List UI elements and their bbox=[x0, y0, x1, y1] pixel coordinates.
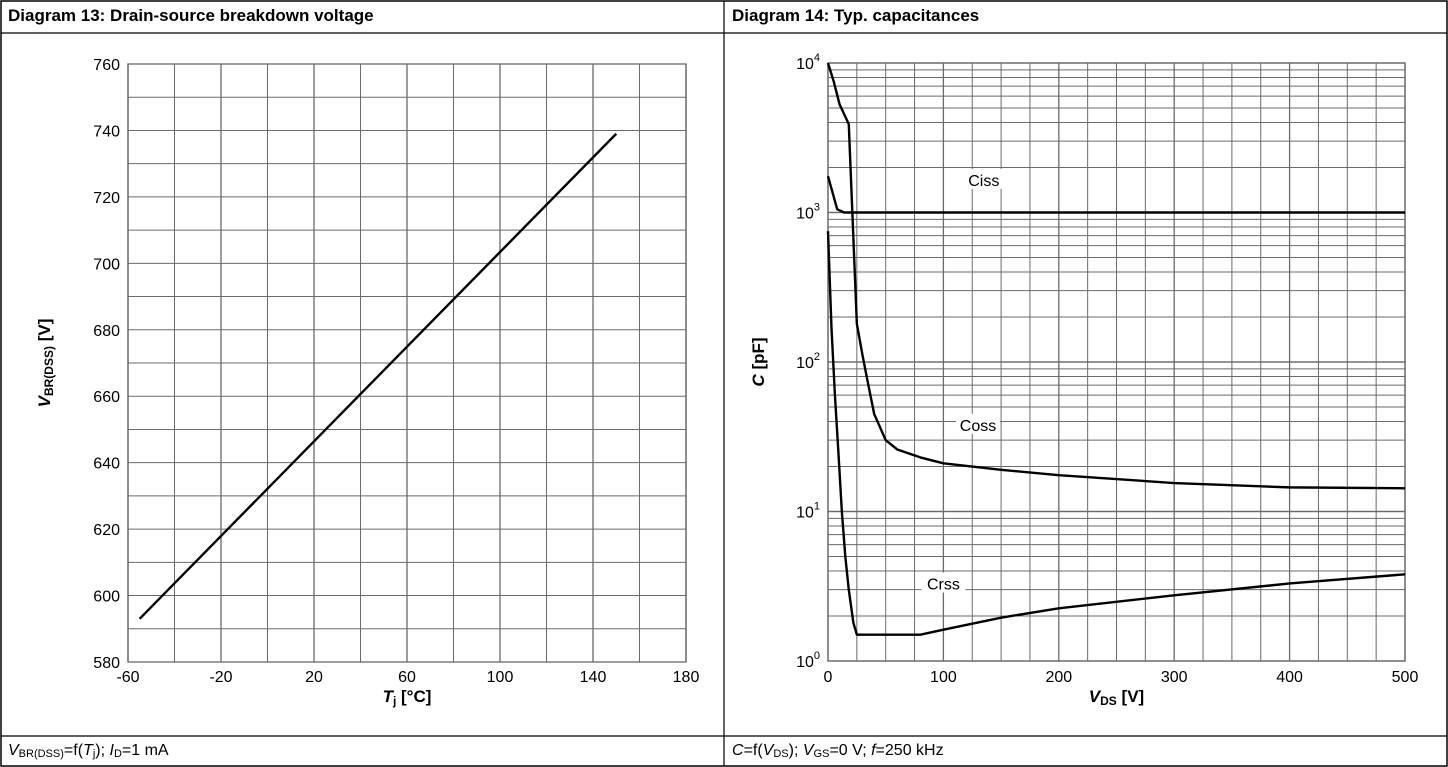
footer-symbol: I bbox=[109, 742, 114, 759]
y-tick-label: 104 bbox=[796, 52, 820, 73]
y-tick-label: 760 bbox=[93, 57, 120, 74]
footer-text: ); bbox=[788, 742, 803, 759]
diagram-14-conditions: C=f(VDS); VGS=0 V; f=250 kHz bbox=[732, 739, 944, 763]
diagram-13-conditions: VBR(DSS)=f(Tj); ID=1 mA bbox=[8, 739, 169, 763]
y-tick-label: 580 bbox=[93, 655, 120, 672]
x-tick-label: 100 bbox=[487, 669, 514, 686]
ciss-curve bbox=[826, 175, 1405, 214]
y-tick-label: 103 bbox=[796, 202, 820, 223]
footer-symbol: C bbox=[732, 742, 744, 759]
footer-subscript: j bbox=[92, 748, 96, 760]
footer-text: =f( bbox=[63, 742, 84, 759]
x-axis-label: VDS [V] bbox=[1089, 687, 1144, 708]
footer-text: =250 kHz bbox=[875, 742, 944, 759]
y-tick-label: 620 bbox=[93, 522, 120, 539]
y-tick-label: 100 bbox=[796, 650, 820, 671]
diagram-14-title: Diagram 14: Typ. capacitances bbox=[732, 6, 980, 25]
footer-symbol: T bbox=[83, 742, 93, 759]
x-tick-label: 200 bbox=[1045, 669, 1072, 686]
x-tick-label: 300 bbox=[1161, 669, 1188, 686]
footer-text: =f( bbox=[743, 742, 763, 759]
footer-text: =0 V; bbox=[829, 742, 872, 759]
plot-area-border bbox=[827, 62, 1406, 662]
x-axis-label: Tj [°C] bbox=[383, 687, 432, 708]
x-tick-label: 180 bbox=[673, 669, 700, 686]
footer-subscript: D bbox=[113, 748, 122, 760]
x-tick-label: 140 bbox=[580, 669, 607, 686]
x-tick-label: -20 bbox=[209, 669, 232, 686]
diagram-13-title: Diagram 13: Drain-source breakdown volta… bbox=[8, 6, 374, 25]
curve-label-background bbox=[921, 572, 966, 593]
y-tick-label: 700 bbox=[93, 256, 120, 273]
y-tick-label: 740 bbox=[93, 123, 120, 140]
footer-subscript: GS bbox=[813, 748, 830, 760]
footer-symbol: V bbox=[8, 742, 19, 759]
x-tick-label: 500 bbox=[1392, 669, 1419, 686]
footer-symbol: V bbox=[802, 742, 814, 759]
x-tick-label: 20 bbox=[305, 669, 323, 686]
y-axis-label: C [pF] bbox=[749, 337, 768, 386]
x-tick-label: 100 bbox=[930, 669, 957, 686]
curve-label-background bbox=[961, 168, 1006, 189]
grid bbox=[127, 63, 687, 663]
footer-text: =1 mA bbox=[121, 742, 169, 759]
curve-label-coss: Coss bbox=[960, 418, 996, 435]
x-tick-label: 0 bbox=[824, 669, 833, 686]
y-axis-label: VBR(DSS) [V] bbox=[35, 319, 56, 408]
coss-curve bbox=[826, 62, 1406, 490]
x-tick-label: 60 bbox=[398, 669, 416, 686]
y-tick-label: 600 bbox=[93, 589, 120, 606]
y-tick-label: 660 bbox=[93, 389, 120, 406]
x-tick-label: 400 bbox=[1276, 669, 1303, 686]
chart-capacitances: 0 100 200 300 400 500100101102103104CissCossC… bbox=[749, 52, 1419, 708]
y-tick-label: 720 bbox=[93, 190, 120, 207]
y-tick-label: 101 bbox=[796, 501, 820, 522]
curve-label-ciss: Ciss bbox=[968, 173, 999, 190]
chart-breakdown-voltage: -60 -20 20 60 100 140 180 580 600 620 640 660 680 700… bbox=[35, 57, 700, 708]
curve-label-background bbox=[956, 413, 1001, 434]
footer-symbol: V bbox=[762, 742, 774, 759]
x-tick-label: -60 bbox=[116, 669, 139, 686]
y-tick-label: 680 bbox=[93, 323, 120, 340]
footer-subscript: BR(DSS) bbox=[18, 748, 64, 760]
y-tick-label: 640 bbox=[93, 456, 120, 473]
footer-symbol: f bbox=[871, 742, 876, 759]
y-tick-label: 102 bbox=[796, 351, 820, 372]
curve-label-crss: Crss bbox=[927, 576, 960, 593]
grid bbox=[827, 62, 1406, 662]
breakdown-voltage-line bbox=[138, 132, 618, 620]
plot-area-border bbox=[127, 63, 687, 663]
crss-curve bbox=[826, 231, 1406, 636]
footer-subscript: DS bbox=[773, 748, 789, 760]
footer-text: ); bbox=[95, 742, 110, 759]
